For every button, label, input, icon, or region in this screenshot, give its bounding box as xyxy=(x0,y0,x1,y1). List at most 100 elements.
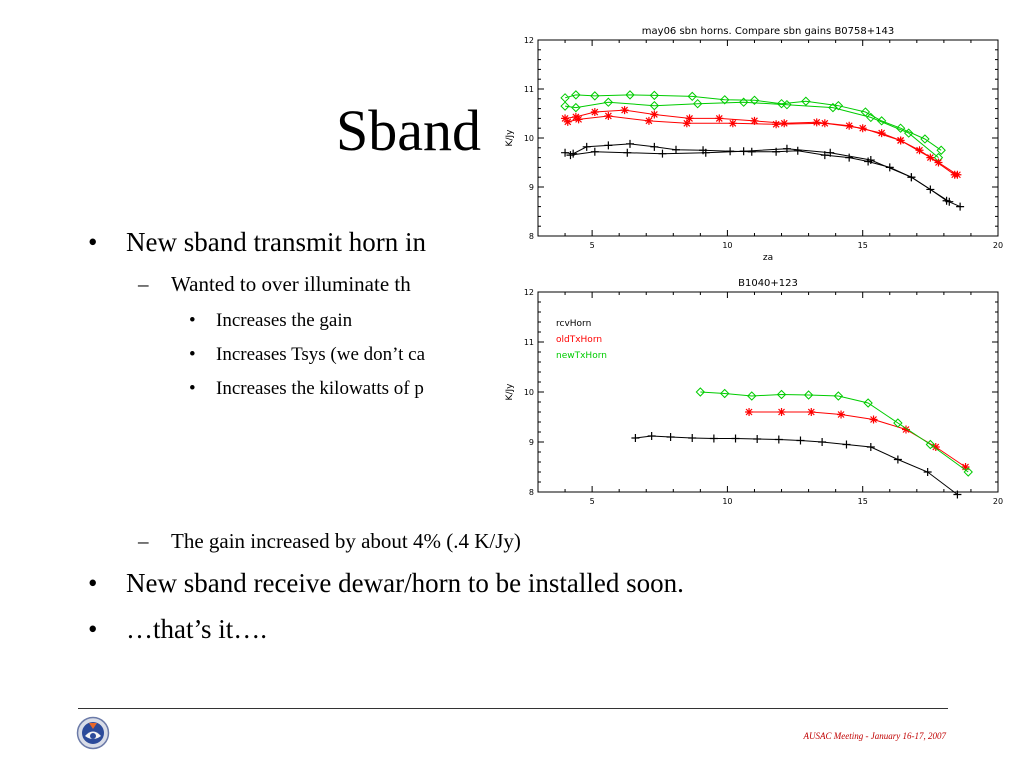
plot-frame xyxy=(537,291,999,493)
diamond-marker xyxy=(749,95,760,105)
plus-marker xyxy=(672,145,680,154)
diamond-marker xyxy=(936,145,946,155)
bullet-text: Increases the kilowatts of p xyxy=(216,378,424,399)
plus-marker xyxy=(866,443,875,451)
plus-marker xyxy=(818,438,827,446)
bullet-item: • …that’s it…. xyxy=(88,613,267,645)
diamond-marker xyxy=(590,91,600,101)
plus-marker xyxy=(845,153,854,162)
plus-marker xyxy=(953,490,962,499)
star-marker xyxy=(750,116,759,125)
slide-title: Sband xyxy=(336,98,481,163)
star-marker xyxy=(961,463,970,471)
star-marker xyxy=(685,114,694,123)
bullet-symbol: • xyxy=(88,614,98,644)
diamond-marker xyxy=(801,96,811,106)
bullet-symbol: • xyxy=(88,568,98,598)
y-tick-label: 8 xyxy=(529,232,534,241)
plus-marker xyxy=(582,142,591,151)
diamond-marker xyxy=(719,95,730,105)
sub-bullet-item: – The gain increased by about 4% (.4 K/J… xyxy=(138,528,521,554)
plus-marker xyxy=(650,142,659,151)
dash-symbol: – xyxy=(138,529,149,553)
y-axis-label: K/Jy xyxy=(505,383,515,401)
star-marker xyxy=(915,146,924,155)
plus-marker xyxy=(658,149,667,158)
diamond-marker xyxy=(833,391,844,401)
x-tick-label: 15 xyxy=(858,241,868,250)
star-marker xyxy=(590,108,599,117)
star-marker xyxy=(715,114,724,123)
diamond-marker xyxy=(920,134,930,144)
diamond-marker xyxy=(876,116,887,126)
plus-marker xyxy=(753,435,762,443)
diamond-marker xyxy=(649,100,660,111)
star-marker xyxy=(926,153,935,162)
bullet-symbol: • xyxy=(189,310,196,331)
series-line xyxy=(635,435,958,495)
series-line-1 xyxy=(560,90,946,155)
plus-marker xyxy=(590,147,599,156)
plus-marker xyxy=(701,148,710,157)
y-tick-label: 9 xyxy=(529,183,534,192)
diamond-marker xyxy=(893,418,903,428)
diamond-marker xyxy=(903,128,914,138)
y-axis-label: K/Jy xyxy=(505,129,515,147)
star-marker xyxy=(950,170,959,179)
star-marker xyxy=(604,111,613,120)
diamond-marker xyxy=(963,467,973,477)
star-marker xyxy=(934,158,943,167)
series-oldTxHorn xyxy=(745,408,970,471)
plot-frame xyxy=(537,39,999,237)
diamond-marker xyxy=(776,98,787,109)
plus-marker xyxy=(923,468,932,476)
plus-marker xyxy=(826,148,835,157)
diamond-marker xyxy=(603,97,614,107)
bullet-text: New sband receive dewar/horn to be insta… xyxy=(126,568,684,598)
chart-bottom-svg: B1040+123 K/Jy 5 10 15 20 8 9 10 11 12 rcvHorn oldTx… xyxy=(505,278,1003,506)
y-tick-label: 10 xyxy=(524,388,534,397)
diamond-marker xyxy=(776,389,787,400)
x-tick-label: 20 xyxy=(993,241,1003,250)
bullet-text: New sband transmit horn in xyxy=(126,227,426,257)
diamond-marker xyxy=(560,101,570,111)
diamond-marker xyxy=(895,123,906,133)
series-line xyxy=(567,115,955,176)
bullet-text: …that’s it…. xyxy=(126,614,267,644)
diamond-marker xyxy=(649,90,660,101)
y-tick-label: 12 xyxy=(524,36,534,45)
series-line xyxy=(700,391,969,473)
x-tick-label: 15 xyxy=(858,497,868,506)
plus-marker xyxy=(623,148,632,157)
bullet-text: Wanted to over illuminate th xyxy=(171,272,411,296)
star-marker xyxy=(858,124,867,133)
star-marker xyxy=(650,110,659,119)
footer-text: AUSAC Meeting - January 16-17, 2007 xyxy=(803,731,946,741)
diamond-marker xyxy=(828,102,838,113)
legend-entry: newTxHorn xyxy=(556,351,607,361)
star-marker xyxy=(807,408,816,416)
plus-marker xyxy=(907,173,916,182)
star-marker xyxy=(728,119,737,128)
plus-marker xyxy=(866,156,875,165)
plus-marker xyxy=(604,141,613,150)
star-marker xyxy=(780,119,789,128)
sub-sub-bullet-item: • Increases the kilowatts of p xyxy=(189,377,424,401)
diamond-marker xyxy=(747,391,757,401)
star-marker xyxy=(620,106,629,115)
star-marker xyxy=(745,408,754,416)
series-line xyxy=(749,411,966,468)
footer-divider xyxy=(78,708,948,709)
y-tick-label: 9 xyxy=(529,438,534,447)
plus-marker xyxy=(561,148,570,157)
plus-marker xyxy=(796,436,805,445)
diamond-marker xyxy=(719,388,730,399)
plus-marker xyxy=(956,202,965,211)
star-marker xyxy=(902,425,910,434)
bullet-text: The gain increased by about 4% (.4 K/Jy) xyxy=(171,529,521,553)
series-line-2 xyxy=(560,97,944,163)
diamond-marker xyxy=(833,100,844,111)
sub-bullet-item: – Wanted to over illuminate th xyxy=(138,271,411,297)
diamond-marker xyxy=(560,93,570,103)
